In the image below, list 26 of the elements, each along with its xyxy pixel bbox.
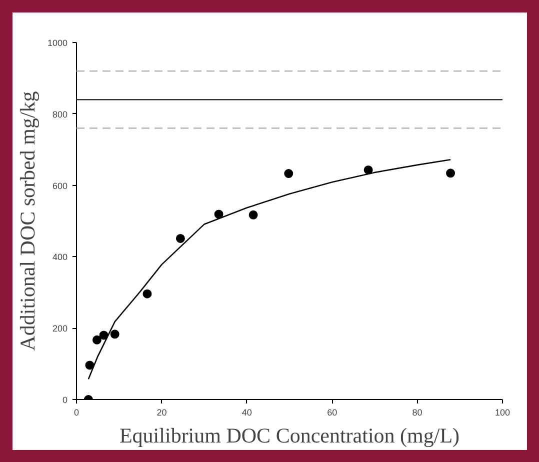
y-tick-label: 400	[52, 252, 68, 262]
y-tick-label: 200	[52, 324, 68, 334]
y-tick-label: 800	[52, 109, 68, 120]
point	[85, 360, 94, 370]
point	[284, 169, 294, 178]
point	[142, 289, 152, 298]
line-series	[88, 158, 452, 380]
point	[364, 165, 373, 174]
y-tick-label: 600	[52, 180, 68, 191]
x-tick-label: 80	[412, 408, 422, 418]
x-tick-label: 40	[242, 408, 252, 418]
x-tick-label: 20	[156, 408, 167, 418]
x-tick-label: 100	[494, 408, 510, 418]
point	[248, 210, 258, 220]
y-axis-title: Additional DOC sorbed mg/kg	[15, 90, 40, 351]
x-tick-label: 60	[327, 408, 338, 418]
y-tick-label: 1000	[47, 38, 68, 48]
x-axis-title: Equilibrium DOC Concentration (mg/L)	[119, 424, 460, 448]
point	[176, 234, 185, 243]
x-tick-label: 0	[74, 408, 80, 418]
y-tick-label: 0	[62, 395, 68, 405]
point	[446, 168, 456, 178]
point	[110, 330, 120, 339]
point	[99, 330, 108, 340]
point	[92, 335, 102, 344]
point	[214, 210, 224, 219]
